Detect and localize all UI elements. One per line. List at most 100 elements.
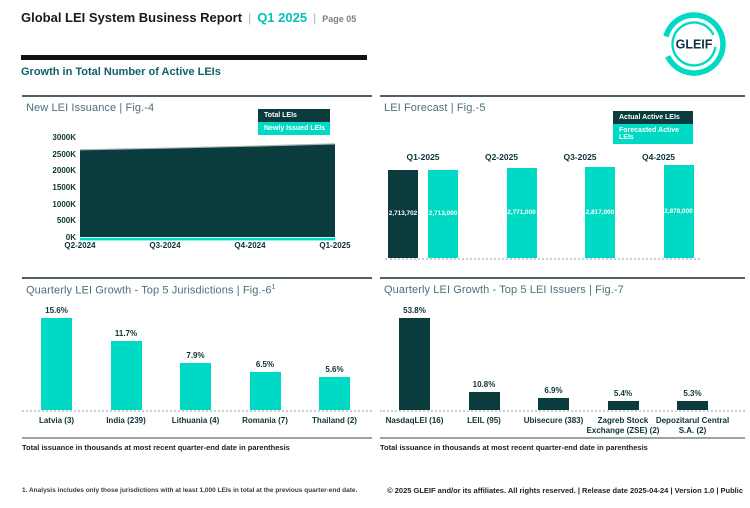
panel-top-rule xyxy=(380,277,745,279)
bar-value-label: 5.6% xyxy=(325,364,344,374)
fig7-bar-chart: 53.8% NasdaqLEI (16) 10.8% LEIL (95) 6.9% Ubi… xyxy=(380,277,745,455)
section-divider-bar xyxy=(21,55,367,60)
fig6-footnote: Total issuance in thousands at most rece… xyxy=(22,443,290,452)
x-axis-label: Q4-2024 xyxy=(234,241,266,250)
baseline xyxy=(385,258,700,260)
logo-inner-ring xyxy=(671,21,717,67)
panel-top5-lei-issuers: Quarterly LEI Growth - Top 5 LEI Issuers… xyxy=(380,277,745,455)
total-leis-area xyxy=(80,143,335,237)
category-label: Q2-2025 xyxy=(484,152,519,162)
section-title: Growth in Total Number of Active LEIs xyxy=(21,66,221,78)
logo-outer-ring xyxy=(663,12,726,76)
bar-value-label: 6.5% xyxy=(255,359,275,369)
panel-lei-forecast: LEI Forecast | Fig.-5 Actual Active LEIs… xyxy=(380,95,745,277)
bar-thailand-2- xyxy=(319,376,350,410)
bar-leil-95- xyxy=(468,391,500,410)
bar-actual-active-leis-Q1-2025 xyxy=(388,170,418,258)
baseline xyxy=(22,409,372,412)
y-axis-tick: 3000K xyxy=(52,133,76,142)
bar-value-label: 6.9% xyxy=(544,385,563,395)
bar-value-label: 2,713,702 xyxy=(388,210,418,217)
newly-issued-leis-strip xyxy=(80,237,335,241)
fig5-legend: Actual Active LEIs Forecasted Active LEI… xyxy=(613,111,693,144)
bar-value-label: 10.8% xyxy=(472,379,496,389)
x-axis-label: Q2-2024 xyxy=(64,241,96,250)
area-series-svg xyxy=(80,143,335,241)
bar-value-label: 2,771,000 xyxy=(507,209,536,216)
category-label: Q3-2025 xyxy=(563,152,597,162)
bar-forecasted-active-leis-Q2-2025 xyxy=(506,168,537,258)
bar-forecasted-active-leis-Q3-2025 xyxy=(585,167,615,258)
copyright-footer: © 2025 GLEIF and/or its affiliates. All … xyxy=(387,486,743,495)
bar-nasdaqlei-16- xyxy=(399,317,430,410)
bar-value-label: 2,878,000 xyxy=(664,207,693,215)
category-label: Thailand (2) xyxy=(312,415,357,425)
y-axis-tick: 0K xyxy=(65,233,76,242)
fig7-footnote: Total issuance in thousands at most rece… xyxy=(380,443,648,452)
chart-title-fig6: Quarterly LEI Growth - Top 5 Jurisdictio… xyxy=(26,284,276,297)
panel-top-rule xyxy=(22,95,372,97)
category-label: Lithuania (4) xyxy=(171,415,220,425)
analysis-footnote: 1. Analysis includes only those jurisdic… xyxy=(22,487,358,494)
y-axis-tick: 1000K xyxy=(52,199,76,209)
category-label: Q4-2025 xyxy=(641,152,676,162)
panel-top-rule xyxy=(380,95,745,97)
fig5-bar-chart: Q1-2025 Q2-2025 Q3-2025 Q4-2025 2,713,702 2,7… xyxy=(380,95,745,277)
category-label: Q1-2025 xyxy=(406,152,440,162)
panel-top-rule xyxy=(22,277,372,279)
bar-romania-7- xyxy=(249,371,281,410)
footnote-rule xyxy=(380,437,745,439)
chart-title-fig6-text: Quarterly LEI Growth - Top 5 Jurisdictio… xyxy=(26,284,272,297)
bar-depozitarul-central-s-a-2- xyxy=(677,400,708,410)
chart-title-fig5: LEI Forecast | Fig.-5 xyxy=(384,102,486,114)
legend-newly-issued-leis: Newly Issued LEIs xyxy=(258,122,330,135)
bar-value-label: 11.7% xyxy=(114,328,138,338)
page-number: Page 05 xyxy=(322,14,357,24)
footnote-rule xyxy=(22,437,372,439)
baseline xyxy=(380,409,745,412)
report-period: Q1 2025 xyxy=(257,10,308,25)
legend-forecasted-active-leis: Forecasted Active LEIs xyxy=(613,124,693,144)
category-label: Zagreb Stock Exchange (ZSE) (2) xyxy=(586,415,660,435)
category-label: Depozitarul Central S.A. (2) xyxy=(655,415,730,435)
separator: | xyxy=(313,11,317,25)
y-axis-tick: 2000K xyxy=(52,166,76,176)
bar-lithuania-4- xyxy=(180,362,211,410)
fig4-legend: Total LEIs Newly Issued LEIs xyxy=(258,109,330,135)
x-axis-label: Q1-2025 xyxy=(319,241,351,250)
chart-title-fig4: New LEI Issuance | Fig.-4 xyxy=(26,102,155,114)
gleif-logo-graphic: GLEIF xyxy=(663,12,726,76)
separator: | xyxy=(248,11,252,25)
legend-total-leis: Total LEIs xyxy=(258,109,330,122)
bar-india-239- xyxy=(110,340,142,410)
total-leis-line xyxy=(80,143,335,151)
category-label: NasdaqLEI (16) xyxy=(385,415,444,425)
bar-value-label: 15.6% xyxy=(45,305,68,315)
bar-value-label: 7.9% xyxy=(186,350,205,360)
fig4-area-chart: 3000K 2500K 2000K 1500K 1000K 500K 0K Q2-2024 Q3… xyxy=(22,95,372,277)
report-title: Global LEI System Business Report xyxy=(21,10,243,25)
bar-latvia-3- xyxy=(41,317,72,410)
x-axis-label: Q3-2024 xyxy=(149,241,181,250)
bar-zagreb-stock-exchange-zse-2- xyxy=(607,400,639,410)
chart-title-fig7: Quarterly LEI Growth - Top 5 LEI Issuers… xyxy=(384,284,624,296)
bar-forecasted-active-leis-Q1-2025 xyxy=(428,170,458,258)
category-label: India (239) xyxy=(106,415,146,425)
chart-title-fig6-superscript: 1 xyxy=(271,284,276,291)
category-label: LEIL (95) xyxy=(467,415,501,425)
category-label: Romania (7) xyxy=(242,415,288,425)
gleif-logo-text: GLEIF xyxy=(676,38,713,52)
bar-ubisecure-383- xyxy=(538,397,569,410)
panel-new-lei-issuance: New LEI Issuance | Fig.-4 Total LEIs New… xyxy=(22,95,372,277)
y-axis-tick: 2500K xyxy=(52,149,76,159)
gleif-logo: GLEIF xyxy=(654,4,734,84)
fig6-bar-chart: 15.6% Latvia (3) 11.7% India (239) 7.9% Lithu… xyxy=(22,277,372,455)
bar-value-label: 5.4% xyxy=(613,388,633,398)
bar-value-label: 5.3% xyxy=(683,388,702,398)
bar-value-label: 2,817,000 xyxy=(585,208,615,216)
report-header: Global LEI System Business Report | Q1 2… xyxy=(21,10,356,25)
category-label: Latvia (3) xyxy=(38,415,75,425)
y-axis-tick: 500K xyxy=(56,216,76,226)
bar-value-label: 2,713,000 xyxy=(428,210,458,217)
